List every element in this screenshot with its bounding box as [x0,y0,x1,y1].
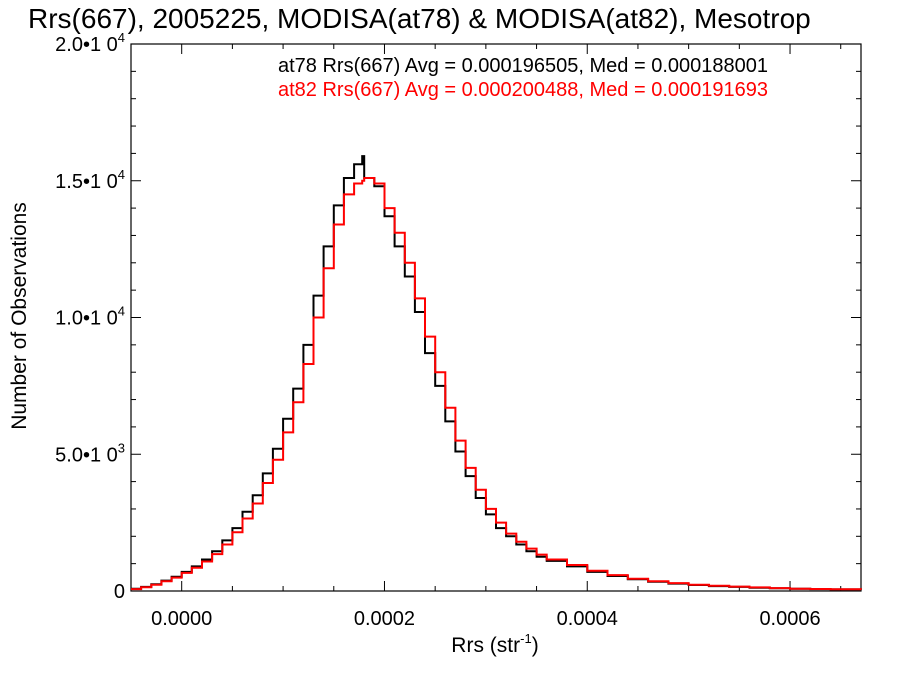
x-axis: 0.0000 0.0002 0.0004 0.0006 [130,44,842,630]
y-axis: 0 5.0•1 03 1.0•1 04 1.5•1 04 2.0•1 04 [55,30,861,603]
y-tick-label: 1.0•1 04 [55,304,125,330]
legend: at78 Rrs(667) Avg = 0.000196505, Med = 0… [278,55,768,101]
series-line-at78 [131,155,862,591]
x-tick-label: 0.0004 [557,608,618,630]
x-tick-label: 0.0002 [354,608,415,630]
y-tick-label: 0 [114,581,125,603]
y-axis-label: Number of Observations [8,202,31,430]
y-tick-label: 2.0•1 04 [55,30,125,56]
chart-title: Rrs(667), 2005225, MODISA(at78) & MODISA… [28,3,811,34]
y-tick-label: 5.0•1 03 [55,440,125,466]
series-lines [131,155,862,591]
x-tick-label: 0.0006 [759,608,820,630]
y-tick-label: 1.5•1 04 [55,167,125,193]
series-line-at82 [131,177,862,591]
x-axis-label: Rrs (str-1) [451,631,538,657]
x-tick-label: 0.0000 [151,608,212,630]
legend-entry-at78: at78 Rrs(667) Avg = 0.000196505, Med = 0… [278,55,768,77]
legend-entry-at82: at82 Rrs(667) Avg = 0.000200488, Med = 0… [278,79,768,101]
